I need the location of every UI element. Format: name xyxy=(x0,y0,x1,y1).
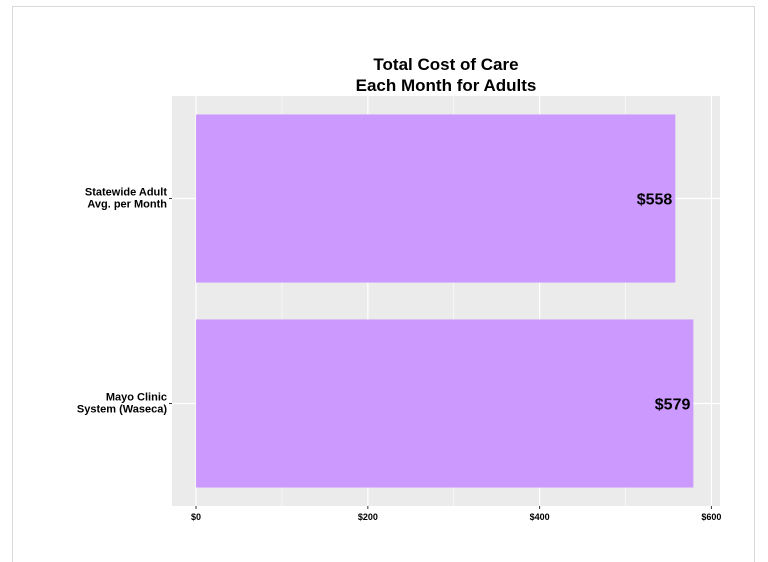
bar xyxy=(196,319,694,488)
category-label: Statewide Adult xyxy=(85,187,167,199)
bars xyxy=(196,114,694,488)
value-labels: $558 $579 xyxy=(637,192,691,414)
bar xyxy=(196,114,676,283)
x-tick-label: $400 xyxy=(530,512,550,522)
category-label: System (Waseca) xyxy=(77,404,167,416)
x-tick-label: $600 xyxy=(701,512,721,522)
category-label: Mayo Clinic xyxy=(106,392,167,404)
x-tick-label: $0 xyxy=(191,512,201,522)
data-label: $558 xyxy=(637,192,673,209)
chart-title-line-1: Total Cost of Care xyxy=(373,55,518,74)
x-axis-ticks: $0 $200 $400 $600 xyxy=(191,506,721,522)
category-label: Avg. per Month xyxy=(87,199,167,211)
chart-frame xyxy=(12,6,755,562)
x-tick-label: $200 xyxy=(358,512,378,522)
chart-title-line-2: Each Month for Adults xyxy=(356,76,537,95)
data-label: $579 xyxy=(655,397,691,414)
